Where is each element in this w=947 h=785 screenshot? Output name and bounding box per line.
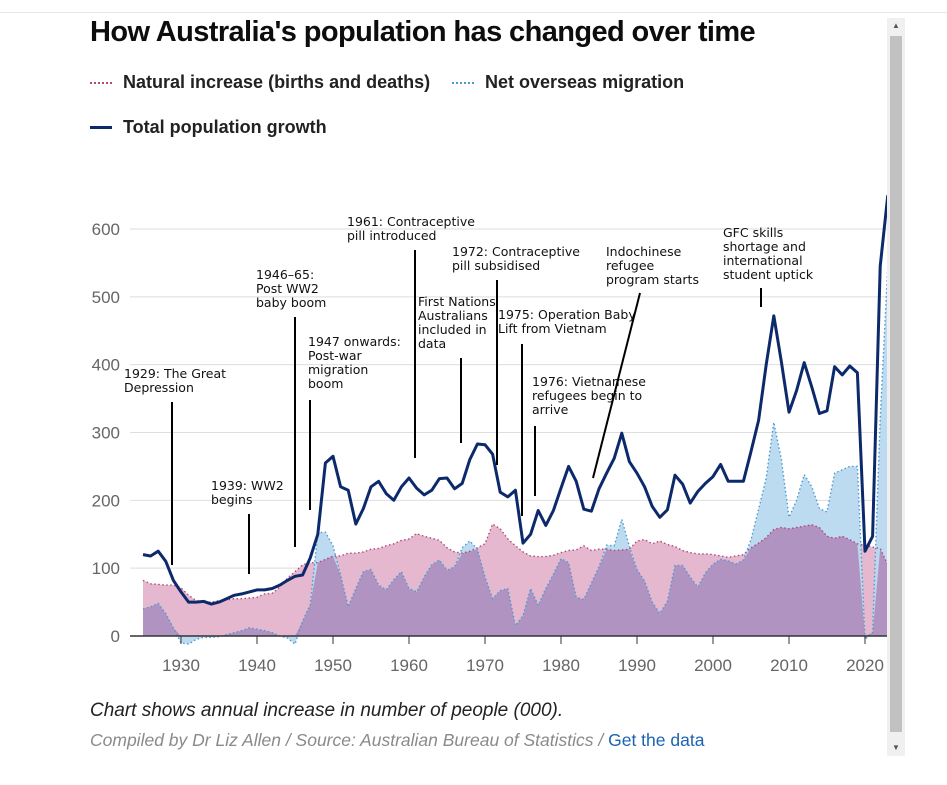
annotation-4-label: 1961: Contraceptive pill introduced — [347, 214, 475, 243]
natural-swatch-icon — [90, 81, 112, 84]
top-divider — [0, 12, 947, 13]
annotation-2: 1946–65: Post WW2 baby boom — [256, 267, 326, 547]
annotation-7-label: 1975: Operation Baby Lift from Vietnam — [498, 307, 636, 336]
annotation-1: 1939: WW2 begins — [211, 478, 284, 574]
y-tick-label-200: 200 — [92, 491, 120, 510]
annotation-8-label: 1976: Vietnamese refugees begin to arrive — [532, 374, 646, 417]
x-tick-label-1970: 1970 — [466, 656, 504, 675]
y-tick-label-500: 500 — [92, 288, 120, 307]
legend-total-label: Total population growth — [123, 117, 327, 137]
x-tick-label-1950: 1950 — [314, 656, 352, 675]
overlap-area — [143, 524, 888, 636]
annotation-6-label: 1972: Contraceptive pill subsidised — [452, 244, 580, 273]
annotation-6: 1972: Contraceptive pill subsidised — [452, 244, 580, 465]
y-tick-label-400: 400 — [92, 356, 120, 375]
annotation-0-label: 1929: The Great Depression — [124, 366, 226, 395]
x-tick-label-1930: 1930 — [162, 656, 200, 675]
line-layer — [142, 194, 890, 646]
get-the-data-link[interactable]: Get the data — [608, 730, 705, 750]
scroll-down-icon[interactable]: ▼ — [892, 743, 900, 752]
scroll-up-icon[interactable]: ▲ — [892, 21, 900, 30]
annotation-4: 1961: Contraceptive pill introduced — [347, 214, 475, 458]
legend-migration-label: Net overseas migration — [485, 72, 685, 92]
annotation-7: 1975: Operation Baby Lift from Vietnam — [498, 307, 636, 516]
total-growth-line — [142, 194, 890, 606]
legend-migration: Net overseas migration — [452, 72, 684, 93]
x-tick-label-1980: 1980 — [542, 656, 580, 675]
x-tick-label-1960: 1960 — [390, 656, 428, 675]
annotation-3-label: 1947 onwards: Post-war migration boom — [308, 334, 401, 391]
y-tick-label-600: 600 — [92, 220, 120, 239]
annotation-layer: 1929: The Great Depression 1939: WW2 begins… — [124, 214, 814, 574]
chart-credit: Compiled by Dr Liz Allen / Source: Austr… — [90, 730, 704, 751]
area-layer — [143, 266, 888, 645]
annotation-5: First Nations Australians included in data — [418, 294, 496, 443]
x-tick-label-2020: 2020 — [846, 656, 884, 675]
annotation-10: GFC skills shortage and international stude… — [723, 225, 814, 307]
x-tick-label-1990: 1990 — [618, 656, 656, 675]
annotation-8: 1976: Vietnamese refugees begin to arrive — [532, 374, 646, 496]
axis-layer: 0 100 200 300 400 500 600 1930 1940 1950 1960 1970 1… — [92, 220, 887, 675]
credit-text: Compiled by Dr Liz Allen / Source: Austr… — [90, 730, 604, 750]
y-tick-label-300: 300 — [92, 424, 120, 443]
chart-title: How Australia's population has changed o… — [90, 16, 756, 48]
annotation-10-label: GFC skills shortage and international stude… — [723, 225, 814, 282]
x-tick-label-1940: 1940 — [238, 656, 276, 675]
y-tick-label-100: 100 — [92, 559, 120, 578]
legend-total: Total population growth — [90, 117, 327, 138]
migration-swatch-icon — [452, 81, 474, 84]
annotation-0: 1929: The Great Depression — [124, 366, 226, 565]
x-tick-label-2010: 2010 — [770, 656, 808, 675]
annotation-1-label: 1939: WW2 begins — [211, 478, 284, 507]
legend-natural-label: Natural increase (births and deaths) — [123, 72, 431, 92]
chart-footnote: Chart shows annual increase in number of… — [90, 700, 564, 721]
annotation-5-label: First Nations Australians included in data — [418, 294, 496, 351]
scroll-thumb[interactable] — [890, 36, 902, 732]
annotation-9: Indochinese refugee program starts — [592, 244, 699, 479]
x-tick-label-2000: 2000 — [694, 656, 732, 675]
annotation-2-label: 1946–65: Post WW2 baby boom — [256, 267, 326, 310]
net-migration-area — [143, 266, 888, 645]
y-tick-label-0: 0 — [111, 627, 120, 646]
annotation-9-leader — [592, 292, 641, 479]
annotation-9-label: Indochinese refugee program starts — [606, 244, 699, 287]
total-swatch-icon — [90, 126, 112, 129]
scrollbar[interactable]: ▲ ▼ — [887, 18, 905, 756]
legend-natural: Natural increase (births and deaths) — [90, 72, 430, 93]
annotation-3: 1947 onwards: Post-war migration boom — [308, 334, 401, 510]
